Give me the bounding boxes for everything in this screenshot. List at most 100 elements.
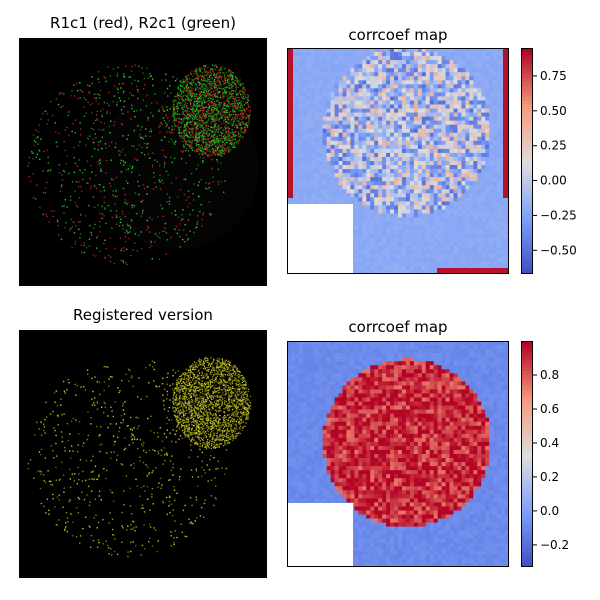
speckle <box>191 70 193 72</box>
speckle <box>192 129 194 131</box>
heatmap-cell <box>409 144 415 150</box>
heatmap-cell <box>298 189 304 194</box>
heatmap-cell <box>374 229 379 234</box>
speckle <box>99 250 101 252</box>
speckle <box>78 197 81 199</box>
speckle <box>98 163 100 166</box>
heatmap-cell <box>413 177 419 182</box>
speckle <box>217 183 220 185</box>
speckle <box>70 95 72 97</box>
speckle <box>196 74 198 76</box>
speckle <box>202 127 204 129</box>
speckle <box>124 161 126 164</box>
heatmap-cell <box>382 64 387 69</box>
speckle <box>212 115 214 117</box>
heatmap-cell <box>390 52 395 57</box>
speckle <box>220 104 222 106</box>
speckle <box>225 100 227 102</box>
speckle <box>185 77 187 79</box>
heatmap-cell <box>306 52 312 57</box>
heatmap-cell <box>370 173 375 178</box>
heatmap-cell <box>386 152 391 158</box>
heatmap-cell <box>386 205 391 210</box>
speckle <box>192 131 194 133</box>
speckle <box>184 140 186 142</box>
heatmap-cell <box>342 64 347 69</box>
heatmap-cell <box>358 104 363 109</box>
speckle <box>204 79 207 81</box>
speckle <box>102 108 104 110</box>
heatmap-cell <box>310 136 316 142</box>
heatmap-cell <box>413 100 419 105</box>
speckle <box>190 147 193 149</box>
speckle <box>221 148 223 150</box>
speckle <box>227 145 229 147</box>
speckle <box>191 95 193 97</box>
heatmap-cell <box>390 84 395 89</box>
speckle <box>218 91 220 93</box>
heatmap-cell <box>334 124 339 130</box>
heatmap-cell <box>394 140 399 146</box>
speckle <box>216 130 218 132</box>
speckle <box>209 94 211 96</box>
speckle <box>178 129 181 131</box>
speckle <box>196 106 198 108</box>
speckle <box>171 161 173 164</box>
speckle <box>203 76 205 78</box>
heatmap-cell <box>401 52 407 57</box>
speckle <box>125 65 127 68</box>
speckle <box>226 105 228 107</box>
speckle <box>192 95 194 97</box>
speckle <box>223 106 225 108</box>
heatmap-cell <box>382 120 387 125</box>
heatmap-cell <box>386 189 391 194</box>
speckle <box>206 125 208 128</box>
heatmap-cell <box>374 253 379 259</box>
speckle <box>215 123 217 125</box>
speckle <box>245 116 247 118</box>
speckle <box>232 146 234 148</box>
speckle <box>104 208 106 210</box>
heatmap-cell <box>398 56 403 61</box>
speckle <box>61 174 63 176</box>
speckle <box>114 121 116 123</box>
speckle <box>196 122 198 124</box>
heatmap-cell <box>362 173 367 178</box>
speckle <box>211 73 213 75</box>
speckle <box>225 120 227 122</box>
heatmap-cell <box>342 144 347 150</box>
speckle <box>236 115 238 117</box>
heatmap-cell <box>390 92 395 97</box>
heatmap-cell <box>413 253 419 259</box>
speckle <box>199 82 201 84</box>
speckle <box>244 123 246 125</box>
heatmap-cell <box>394 108 399 113</box>
heatmap-cell <box>390 124 395 130</box>
heatmap-cell <box>338 84 343 89</box>
heatmap-cell <box>405 261 411 267</box>
heatmap-cell <box>326 189 331 194</box>
speckle <box>222 141 224 143</box>
heatmap-cell <box>409 128 415 134</box>
speckle <box>214 127 216 129</box>
speckle <box>173 113 175 115</box>
heatmap-cell <box>358 213 363 218</box>
speckle <box>209 76 211 78</box>
heatmap-cell <box>302 116 308 121</box>
heatmap-cell <box>398 245 403 251</box>
speckle <box>233 116 236 118</box>
speckle <box>188 154 191 157</box>
heatmap-cell <box>298 48 304 53</box>
speckle <box>214 86 216 89</box>
heatmap-cell <box>409 112 415 117</box>
speckle <box>177 94 179 96</box>
speckle <box>175 120 177 122</box>
speckle <box>71 130 73 133</box>
speckle <box>194 123 196 125</box>
heatmap-cell <box>342 136 347 142</box>
heatmap-cell <box>398 124 403 130</box>
heatmap-cell <box>350 132 355 138</box>
heatmap-cell <box>354 181 359 186</box>
speckle <box>95 97 98 100</box>
speckle <box>191 90 193 92</box>
